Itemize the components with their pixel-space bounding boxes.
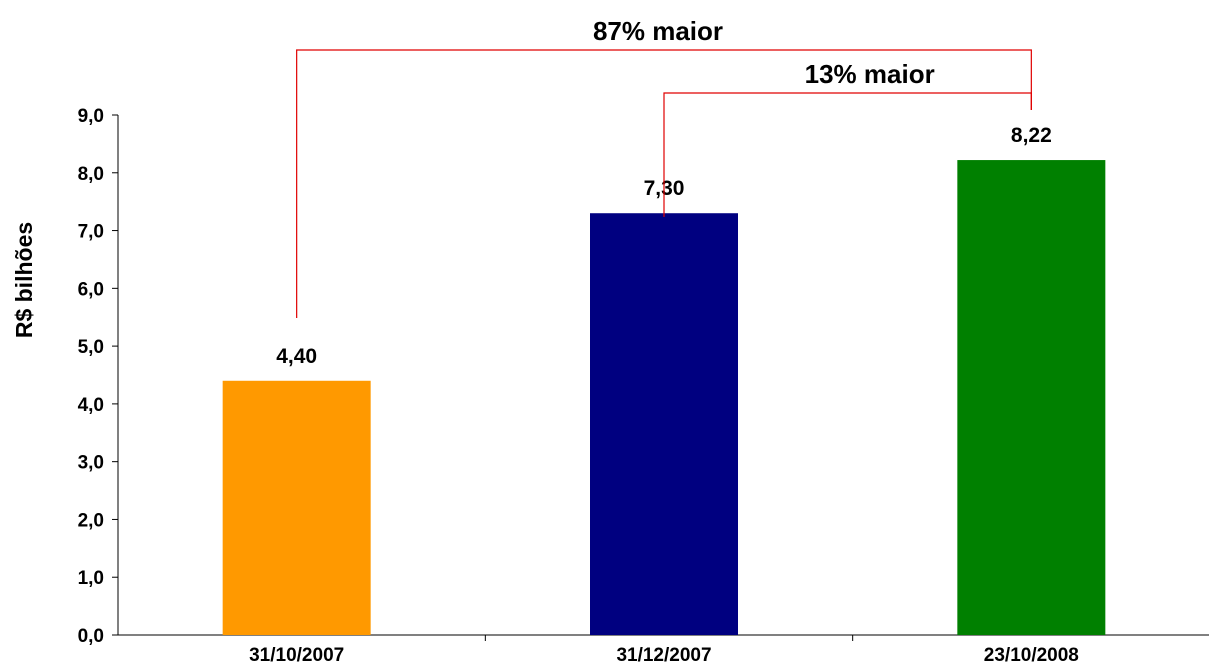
y-tick-label: 3,0	[78, 453, 104, 474]
y-tick-label: 4,0	[78, 395, 104, 416]
y-tick-label: 6,0	[78, 279, 104, 300]
y-tick-label: 2,0	[78, 510, 104, 531]
y-tick-label: 7,0	[78, 222, 104, 243]
annotation-label: 87% maior	[593, 16, 723, 46]
x-tick-label: 23/10/2008	[984, 645, 1079, 666]
annotation-bracket	[663, 92, 1032, 217]
annotation-bracket	[296, 49, 1032, 318]
data-label: 4,40	[276, 345, 317, 368]
y-tick-label: 1,0	[78, 568, 104, 589]
axes: 0,0 1,0 2,0 3,0 4,0 5,0 6,0 7,0 8,0 9,0 31/10/2007…	[78, 106, 1209, 666]
bars	[222, 160, 1106, 636]
y-tick-label: 5,0	[78, 337, 104, 358]
bar	[590, 213, 738, 635]
y-axis-label: R$ bilhões	[11, 222, 37, 338]
x-tick-label: 31/12/2007	[616, 645, 711, 666]
annotation-label: 13% maior	[805, 59, 935, 89]
y-tick-label: 8,0	[78, 164, 104, 185]
x-tick-label: 31/10/2007	[249, 645, 344, 666]
data-label: 8,22	[1011, 124, 1052, 147]
bar	[957, 160, 1106, 636]
annotations: 87% maior 13% maior	[296, 16, 1032, 318]
y-tick-label: 0,0	[78, 626, 104, 647]
bar	[222, 380, 371, 635]
y-tick-label: 9,0	[78, 106, 104, 127]
